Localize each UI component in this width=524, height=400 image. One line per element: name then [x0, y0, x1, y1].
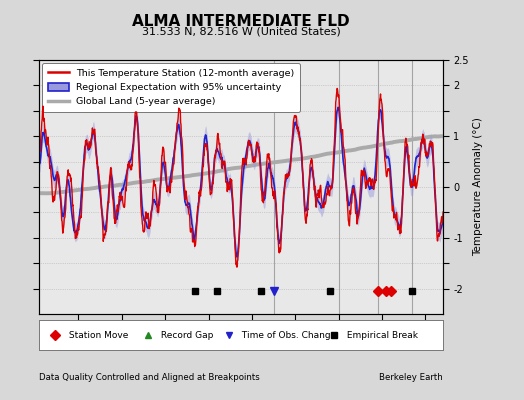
Text: Record Gap: Record Gap [158, 330, 214, 340]
Text: Empirical Break: Empirical Break [344, 330, 418, 340]
Text: Berkeley Earth: Berkeley Earth [379, 374, 443, 382]
Text: Data Quality Controlled and Aligned at Breakpoints: Data Quality Controlled and Aligned at B… [39, 374, 260, 382]
Text: Station Move: Station Move [66, 330, 128, 340]
Text: Time of Obs. Change: Time of Obs. Change [239, 330, 336, 340]
Legend: This Temperature Station (12-month average), Regional Expectation with 95% uncer: This Temperature Station (12-month avera… [42, 63, 300, 112]
Text: ALMA INTERMEDIATE FLD: ALMA INTERMEDIATE FLD [132, 14, 350, 29]
Text: 31.533 N, 82.516 W (United States): 31.533 N, 82.516 W (United States) [141, 26, 341, 36]
Y-axis label: Temperature Anomaly (°C): Temperature Anomaly (°C) [473, 118, 483, 256]
